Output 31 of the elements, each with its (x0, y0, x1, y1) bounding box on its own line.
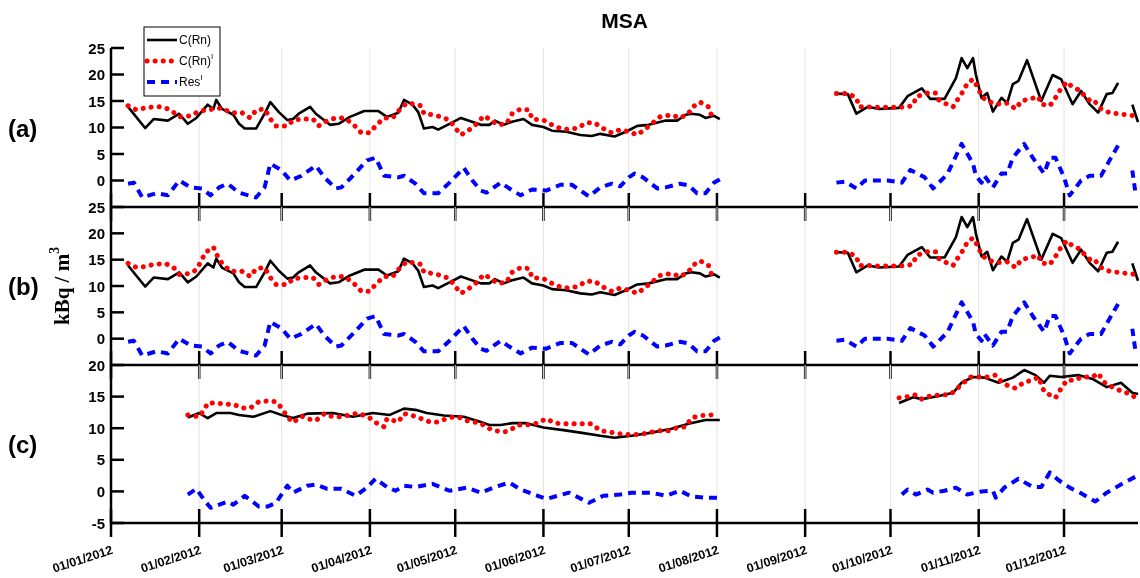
y-tick-label: -5 (91, 514, 105, 532)
text: (b) (8, 272, 39, 300)
line-series (185, 476, 719, 510)
legend-label: C(Rn) (179, 33, 211, 47)
y-tick-label: 25 (88, 39, 105, 57)
text: (c) (8, 430, 38, 458)
line-series (126, 314, 722, 358)
y-tick-label: 25 (88, 198, 105, 216)
legend-label: Res$^{I}$ (179, 73, 203, 89)
y-tick-label: 10 (88, 419, 105, 437)
y-tick-label: 10 (88, 119, 105, 136)
text: (a) (8, 114, 38, 141)
y-tick-label: 0 (96, 172, 105, 189)
y-tick-label: 15 (88, 251, 105, 269)
y-tick-label: 20 (88, 356, 105, 374)
y-tick-label: 5 (96, 451, 105, 469)
y-tick-label: 15 (88, 92, 105, 110)
line-series (126, 155, 722, 200)
y-tick-label: 0 (96, 330, 105, 348)
y-tick-label: 20 (88, 66, 105, 83)
y-tick-label: 5 (96, 303, 105, 321)
line-series (834, 141, 1121, 198)
legend-label: C(Rn)$^{I}$ (179, 52, 214, 68)
y-tick-label: 10 (88, 277, 105, 295)
line-series (899, 470, 1138, 504)
y-tick-label: 15 (88, 388, 105, 406)
chart-title: MSA (601, 9, 648, 32)
y-tick-label: 20 (88, 224, 105, 242)
y-tick-label: 5 (96, 145, 105, 163)
y-tick-label: 0 (96, 482, 105, 500)
line-series (834, 300, 1121, 356)
